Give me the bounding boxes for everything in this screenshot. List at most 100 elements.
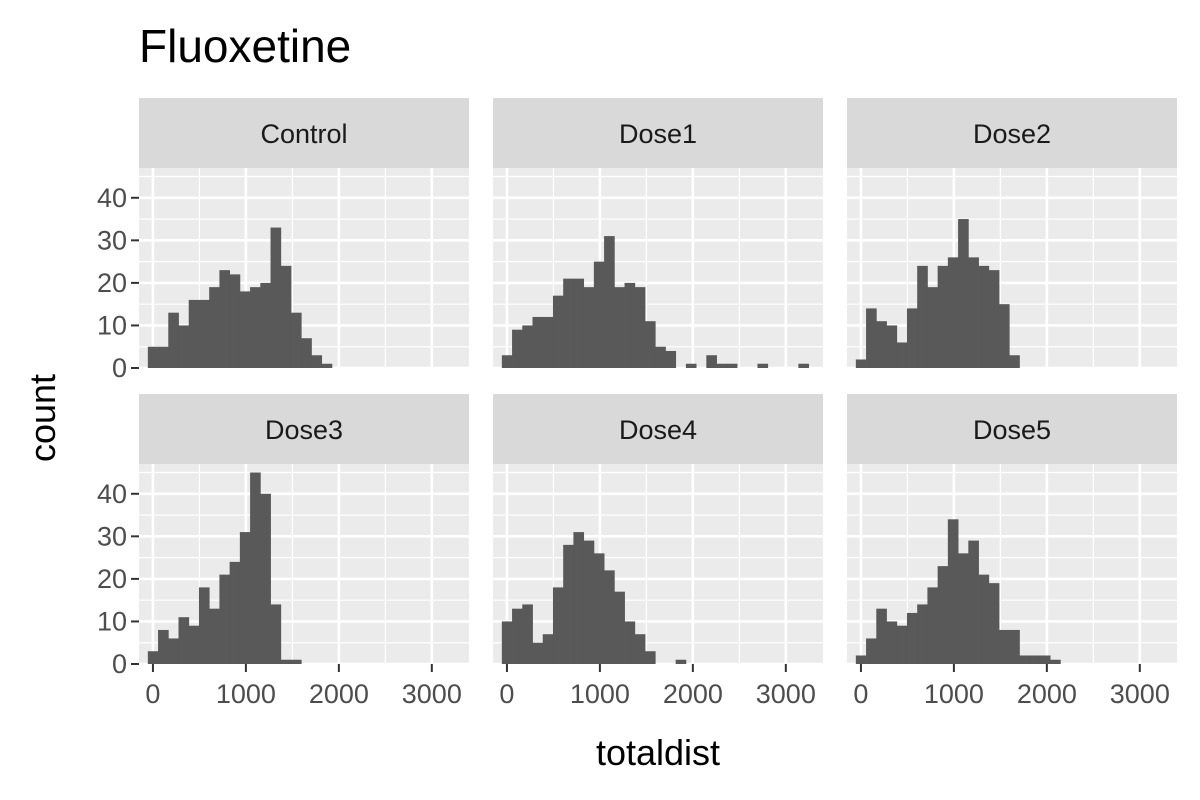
histogram-bar	[1029, 655, 1041, 664]
histogram-bar	[968, 540, 979, 664]
histogram-bar	[947, 519, 959, 664]
facet-strip-label: Dose4	[619, 415, 697, 445]
histogram-bar	[978, 265, 990, 368]
histogram-bar	[188, 299, 200, 368]
histogram-bar	[563, 278, 574, 368]
histogram-bar	[250, 472, 261, 664]
histogram-bar	[604, 570, 615, 664]
histogram-bar	[573, 532, 585, 664]
histogram-bar	[716, 363, 728, 368]
histogram-bar	[675, 659, 687, 664]
histogram-bar	[158, 629, 169, 664]
histogram-bar	[604, 236, 615, 368]
x-tick-label: 2000	[663, 679, 723, 709]
x-tick-label: 2000	[309, 679, 369, 709]
histogram-bar	[168, 638, 179, 664]
histogram-bar	[522, 325, 533, 368]
y-tick-label: 40	[97, 479, 127, 509]
facet-strip	[139, 98, 469, 168]
histogram-bar	[198, 299, 210, 368]
histogram-bar	[290, 312, 302, 368]
histogram-bar	[968, 257, 979, 368]
histogram-bar	[229, 561, 241, 664]
histogram-bar	[958, 553, 969, 664]
x-tick-label: 0	[499, 679, 514, 709]
x-tick-label: 3000	[756, 679, 816, 709]
histogram-bar	[290, 659, 302, 664]
histogram-bar	[209, 608, 220, 664]
facet-panel-dose3: Dose3	[139, 394, 469, 666]
histogram-bar	[501, 355, 513, 368]
histogram-bar	[542, 634, 554, 664]
histogram-bar	[1009, 629, 1020, 664]
histogram-bar	[178, 325, 190, 368]
facet-strip	[493, 98, 823, 168]
x-tick-label: 0	[145, 679, 160, 709]
histogram-bar	[998, 304, 1010, 368]
x-tick-label: 3000	[402, 679, 462, 709]
histogram-bar	[726, 363, 738, 368]
histogram-bar	[886, 325, 898, 368]
facet-strip	[847, 98, 1177, 168]
histogram-bar	[311, 355, 323, 368]
histogram-bar	[532, 316, 544, 368]
x-tick-label: 1000	[924, 679, 984, 709]
facet-strip-label: Dose5	[973, 415, 1051, 445]
x-axes: 0 1000 2000 3000 0 1000 2000 3000 0 1000 2000 3000	[145, 664, 1170, 709]
histogram-bar	[512, 329, 523, 368]
histogram-bar	[301, 338, 312, 368]
y-tick-label: 0	[112, 353, 127, 383]
histogram-bar	[644, 321, 656, 368]
facet-panel-dose5: Dose5	[847, 394, 1177, 666]
histogram-bar	[988, 583, 1000, 664]
y-tick-label: 30	[97, 225, 127, 255]
histogram-bar	[855, 655, 867, 664]
histogram-bar	[866, 308, 877, 368]
histogram-bar	[583, 287, 595, 368]
histogram-bar	[614, 591, 625, 664]
y-axes: 0 10 20 30 40 0 10 20 30 40	[97, 183, 139, 679]
histogram-bar	[593, 553, 605, 664]
histogram-bar	[624, 621, 636, 664]
facet-panel-dose1: Dose1	[493, 98, 823, 370]
facet-panel-dose2: Dose2	[847, 98, 1177, 370]
histogram-bar	[198, 587, 210, 664]
histogram-bar	[855, 359, 867, 368]
x-tick-label: 1000	[216, 679, 276, 709]
histogram-bar	[239, 532, 251, 664]
histogram-bar	[280, 265, 292, 368]
x-tick-label: 0	[853, 679, 868, 709]
histogram-bar	[917, 604, 928, 664]
histogram-bar	[866, 638, 877, 664]
histogram-bar	[147, 346, 159, 368]
y-tick-label: 40	[97, 183, 127, 213]
histogram-bar	[906, 612, 918, 664]
histogram-bar	[876, 321, 887, 368]
histogram-bar	[665, 350, 677, 368]
facet-strip-label: Dose3	[265, 415, 343, 445]
histogram-bar	[978, 574, 990, 664]
histogram-bar	[937, 265, 949, 368]
y-tick-label: 20	[97, 268, 127, 298]
facet-strip	[493, 394, 823, 464]
x-tick-label: 2000	[1017, 679, 1077, 709]
histogram-bar	[219, 270, 231, 368]
histogram-bar	[937, 566, 949, 664]
histogram-bar	[896, 342, 908, 368]
histogram-bar	[706, 355, 717, 368]
histogram-bar	[634, 287, 646, 368]
histogram-bar	[552, 587, 564, 664]
histogram-bar	[998, 629, 1010, 664]
histogram-bar	[552, 295, 564, 368]
histogram-bar	[1039, 655, 1051, 664]
histogram-bar	[1019, 655, 1031, 664]
y-axis-title: count	[22, 374, 63, 462]
histogram-bar	[512, 608, 523, 664]
histogram-bar	[906, 308, 918, 368]
histogram-bar	[219, 574, 231, 664]
histogram-bar	[563, 544, 574, 664]
histogram-bar	[927, 587, 939, 664]
panel-background	[493, 464, 823, 664]
y-tick-label: 0	[112, 649, 127, 679]
